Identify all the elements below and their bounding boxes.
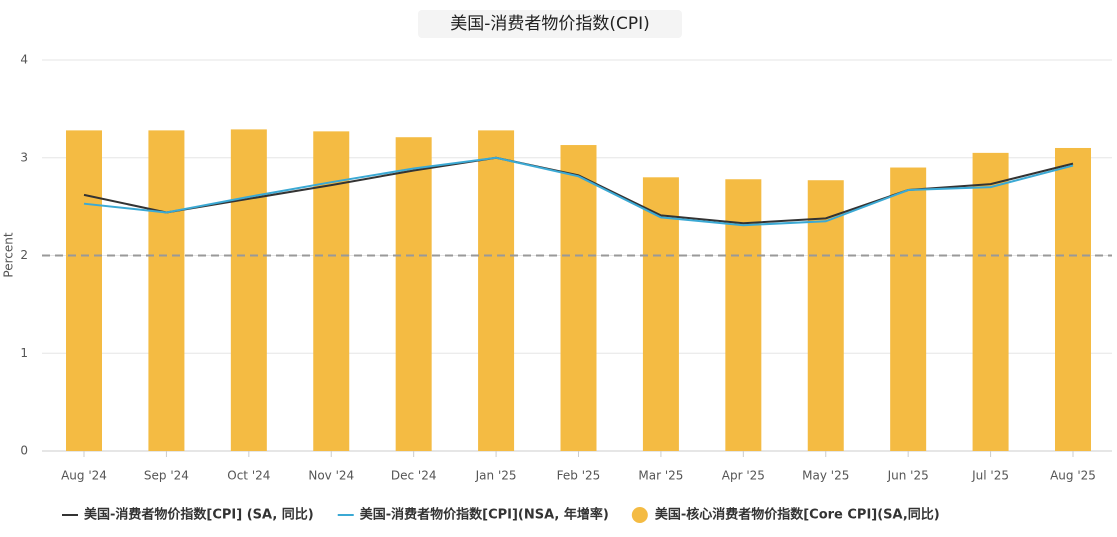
bar	[560, 145, 597, 452]
y-tick-label: 4	[20, 53, 28, 67]
x-tick-label: Dec '24	[391, 469, 437, 483]
y-axis-label: Percent	[2, 232, 16, 277]
x-tick-label: Feb '25	[557, 469, 601, 483]
x-tick-label: Sep '24	[144, 469, 189, 483]
chart-title: 美国-消费者物价指数(CPI)	[450, 14, 650, 34]
bar	[890, 167, 927, 451]
x-tick-label: Aug '25	[1050, 469, 1096, 483]
x-tick-label: Nov '24	[308, 469, 354, 483]
x-tick-label: Aug '24	[61, 469, 107, 483]
bar	[230, 129, 267, 451]
y-tick-label: 3	[20, 150, 28, 164]
title-background	[418, 10, 682, 38]
bar	[807, 180, 844, 452]
legend-symbol	[631, 507, 648, 523]
bar	[725, 179, 762, 451]
bar	[148, 130, 185, 451]
x-tick-label: Jun '25	[887, 469, 929, 483]
legend-label: 美国-消费者物价指数[CPI](NSA, 年增率)	[360, 507, 609, 523]
bar	[1055, 147, 1091, 451]
x-tick-label: Apr '25	[722, 469, 765, 483]
y-tick-label: 1	[20, 346, 28, 360]
y-tick-label: 0	[20, 444, 28, 458]
x-tick-label: May '25	[802, 469, 849, 483]
bar	[972, 152, 1009, 452]
legend-label: 美国-消费者物价指数[CPI] (SA, 同比)	[84, 507, 314, 523]
x-tick-label: Mar '25	[638, 469, 683, 483]
x-tick-label: Jul '25	[971, 469, 1009, 483]
bar	[395, 137, 432, 451]
bar	[478, 130, 515, 451]
x-tick-label: Oct '24	[227, 469, 270, 483]
line-series	[83, 156, 1074, 227]
legend-label: 美国-核心消费者物价指数[Core CPI](SA,同比)	[655, 507, 940, 523]
bar	[642, 177, 679, 452]
bar	[66, 130, 102, 451]
y-tick-label: 2	[20, 248, 28, 262]
x-tick-label: Jan '25	[475, 469, 517, 483]
